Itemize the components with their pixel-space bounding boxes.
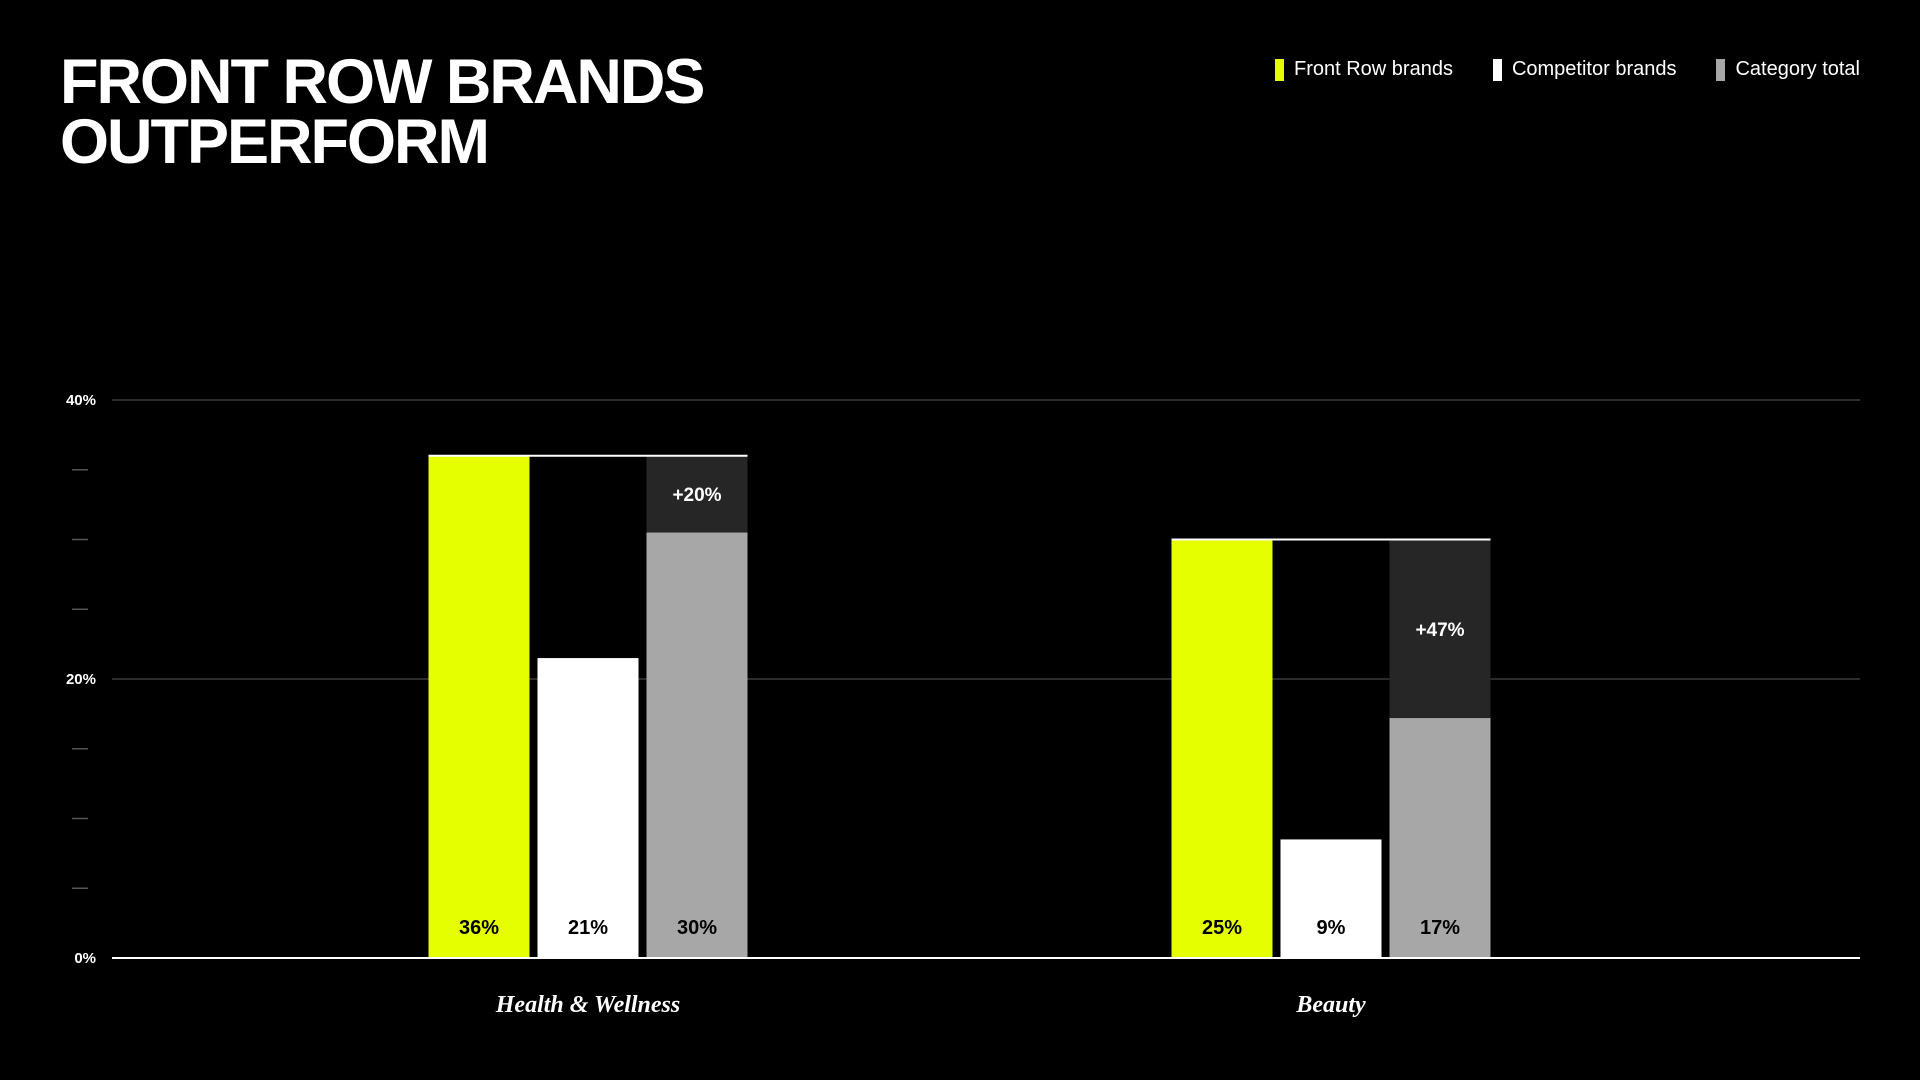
bar-competitor — [1280, 839, 1382, 958]
x-category-label: Health & Wellness — [495, 992, 680, 1018]
uplift-label: +20% — [672, 485, 721, 506]
legend-item-category: Category total — [1716, 58, 1860, 81]
legend-swatch-category — [1716, 58, 1726, 81]
x-category-label: Beauty — [1295, 992, 1366, 1018]
bar-category — [1389, 718, 1491, 958]
bar-value-label: 36% — [459, 917, 499, 939]
legend: Front Row brands Competitor brands Categ… — [1274, 58, 1860, 81]
legend-label-competitor: Competitor brands — [1511, 58, 1677, 80]
legend-label-front-row: Front Row brands — [1293, 58, 1453, 80]
legend-item-front-row: Front Row brands — [1274, 58, 1453, 81]
bar-value-label: 25% — [1202, 917, 1242, 939]
uplift-box — [646, 455, 748, 533]
legend-label-category: Category total — [1735, 58, 1860, 80]
chart-title: FRONT ROW BRANDS OUTPERFORM — [60, 47, 705, 177]
legend-swatch-competitor — [1492, 58, 1502, 81]
uplift-label: +47% — [1415, 620, 1464, 641]
bar-value-label: 21% — [568, 917, 608, 939]
bar-value-label: 17% — [1420, 917, 1460, 939]
bar-front-row — [428, 455, 530, 958]
bar-category — [646, 532, 748, 958]
bar-front-row — [1171, 539, 1273, 958]
chart-title-line-1: FRONT ROW BRANDS — [60, 47, 705, 117]
legend-item-competitor: Competitor brands — [1492, 58, 1677, 81]
bar-competitor — [537, 658, 639, 958]
bar-value-label: 9% — [1317, 917, 1346, 939]
bar-value-label: 30% — [677, 917, 717, 939]
chart-title-line-2: OUTPERFORM — [60, 107, 490, 177]
y-tick-label: 40% — [66, 392, 96, 409]
y-tick-label: 0% — [74, 950, 96, 967]
uplift-box — [1389, 539, 1491, 719]
legend-swatch-front-row — [1274, 58, 1284, 81]
y-tick-label: 20% — [66, 671, 96, 688]
